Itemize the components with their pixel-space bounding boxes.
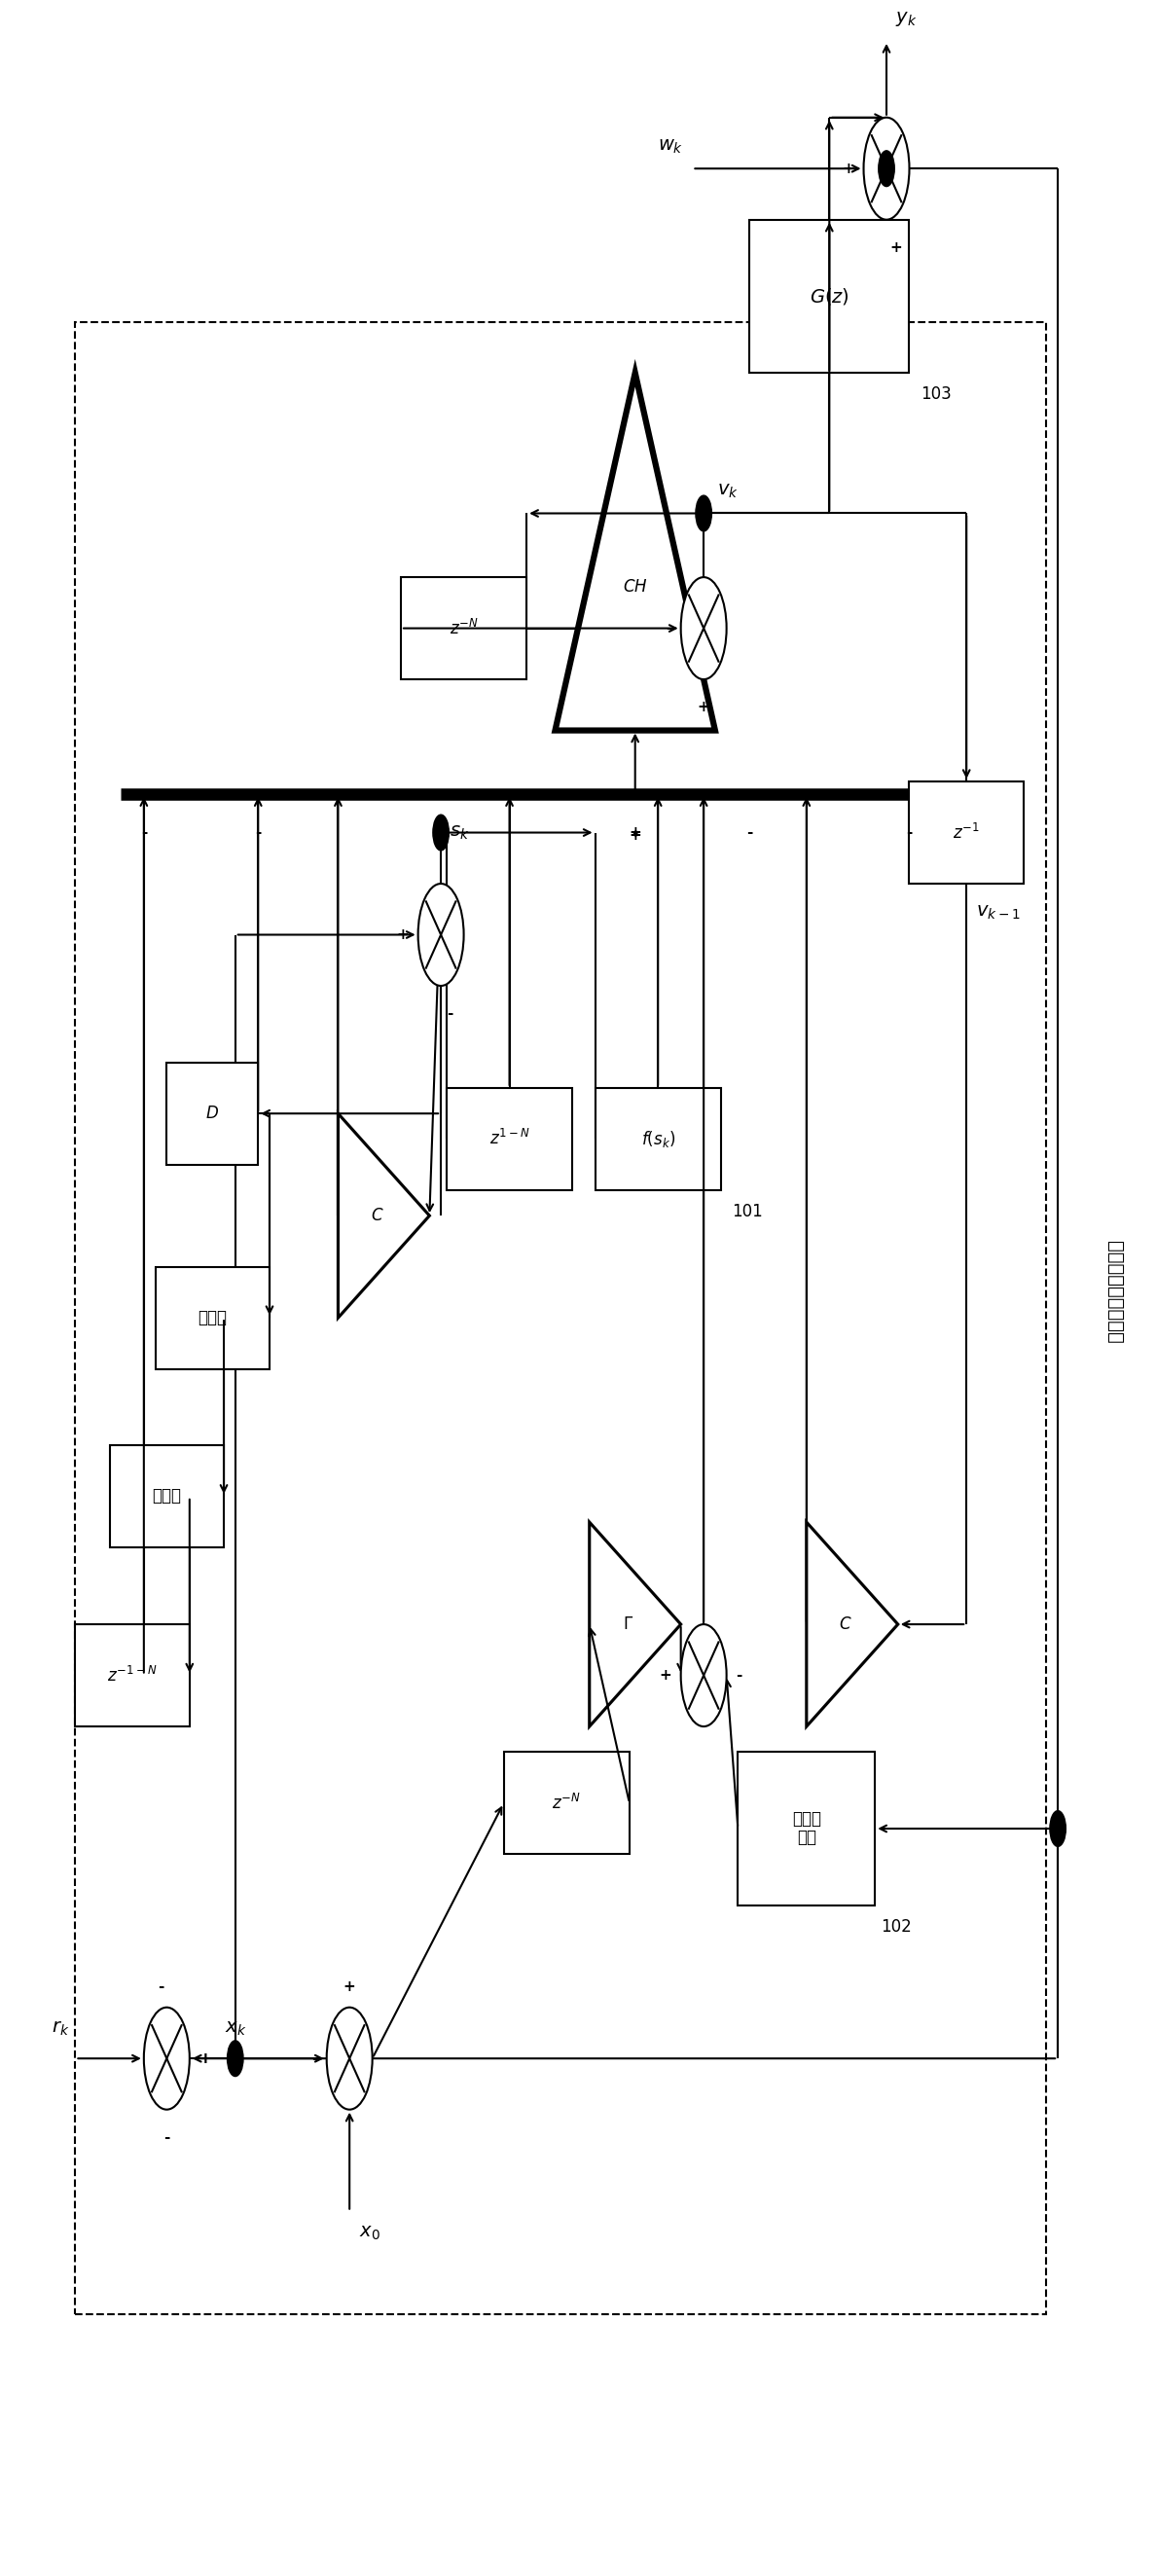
Circle shape — [1050, 1811, 1066, 1847]
Text: +: + — [659, 1669, 672, 1682]
FancyBboxPatch shape — [910, 781, 1023, 884]
Text: -: - — [666, 621, 672, 636]
Text: -: - — [906, 824, 912, 840]
Text: +: + — [697, 701, 710, 714]
Text: $D$: $D$ — [206, 1105, 220, 1121]
Circle shape — [696, 495, 712, 531]
Polygon shape — [590, 1522, 681, 1726]
FancyBboxPatch shape — [155, 1267, 269, 1368]
Text: -: - — [447, 1007, 453, 1020]
FancyBboxPatch shape — [738, 1752, 875, 1906]
Text: $C$: $C$ — [370, 1208, 384, 1224]
Text: $f(s_k)$: $f(s_k)$ — [640, 1128, 675, 1149]
Text: $r_k$: $r_k$ — [52, 2020, 69, 2038]
FancyBboxPatch shape — [401, 577, 527, 680]
Polygon shape — [807, 1522, 898, 1726]
Text: 101: 101 — [732, 1203, 763, 1221]
FancyBboxPatch shape — [75, 1625, 190, 1726]
Text: 102: 102 — [881, 1919, 912, 1935]
Text: $z^{-1-N}$: $z^{-1-N}$ — [108, 1667, 157, 1685]
Circle shape — [143, 2007, 190, 2110]
Text: 103: 103 — [920, 386, 951, 404]
Text: +: + — [842, 162, 854, 175]
Text: 扰动估
计器: 扰动估 计器 — [792, 1811, 821, 1847]
Text: -: - — [735, 1669, 742, 1682]
Text: 累加器: 累加器 — [153, 1489, 181, 1504]
Circle shape — [681, 1625, 726, 1726]
Circle shape — [879, 149, 895, 185]
Text: $G(z)$: $G(z)$ — [809, 286, 850, 307]
Circle shape — [327, 2007, 372, 2110]
Text: -: - — [141, 824, 147, 840]
Text: -: - — [747, 824, 753, 840]
Text: $s_k$: $s_k$ — [450, 824, 470, 842]
Circle shape — [432, 814, 449, 850]
Text: 累加器: 累加器 — [198, 1309, 227, 1327]
Text: $z^{-N}$: $z^{-N}$ — [450, 618, 479, 639]
Polygon shape — [338, 1113, 430, 1319]
Text: +: + — [343, 1978, 356, 1994]
Text: $z^{-N}$: $z^{-N}$ — [553, 1793, 581, 1814]
Text: $CH$: $CH$ — [623, 580, 647, 595]
FancyBboxPatch shape — [166, 1061, 258, 1164]
FancyBboxPatch shape — [110, 1445, 224, 1548]
Circle shape — [418, 884, 464, 987]
Text: 积分滑模重复控制器: 积分滑模重复控制器 — [1106, 1242, 1125, 1345]
FancyBboxPatch shape — [749, 219, 910, 374]
Polygon shape — [555, 374, 716, 732]
Text: -: - — [311, 2050, 318, 2066]
Text: $x_k$: $x_k$ — [224, 2020, 246, 2038]
Text: -: - — [255, 824, 261, 840]
Text: +: + — [629, 827, 642, 842]
Text: $v_k$: $v_k$ — [718, 482, 739, 500]
Text: $C$: $C$ — [839, 1615, 852, 1633]
Text: +: + — [199, 2050, 212, 2066]
FancyBboxPatch shape — [504, 1752, 629, 1855]
Circle shape — [681, 577, 726, 680]
Text: $w_k$: $w_k$ — [658, 139, 683, 155]
Circle shape — [864, 118, 910, 219]
Text: +: + — [889, 240, 902, 255]
Text: $x_0$: $x_0$ — [358, 2226, 380, 2241]
Text: +: + — [199, 2050, 212, 2066]
Text: $z^{-1}$: $z^{-1}$ — [953, 822, 980, 842]
Text: -: - — [632, 824, 638, 840]
Text: +: + — [397, 927, 409, 943]
FancyBboxPatch shape — [595, 1087, 721, 1190]
Text: -: - — [164, 2130, 170, 2146]
Text: +: + — [629, 824, 642, 840]
Text: $v_{k-1}$: $v_{k-1}$ — [976, 904, 1020, 922]
Text: $\Gamma$: $\Gamma$ — [623, 1615, 633, 1633]
Text: $y_k$: $y_k$ — [896, 10, 918, 28]
Text: -: - — [158, 1978, 164, 1994]
Text: $z^{1-N}$: $z^{1-N}$ — [489, 1128, 529, 1149]
FancyBboxPatch shape — [446, 1087, 572, 1190]
Text: +: + — [435, 824, 447, 840]
Circle shape — [228, 2040, 243, 2076]
